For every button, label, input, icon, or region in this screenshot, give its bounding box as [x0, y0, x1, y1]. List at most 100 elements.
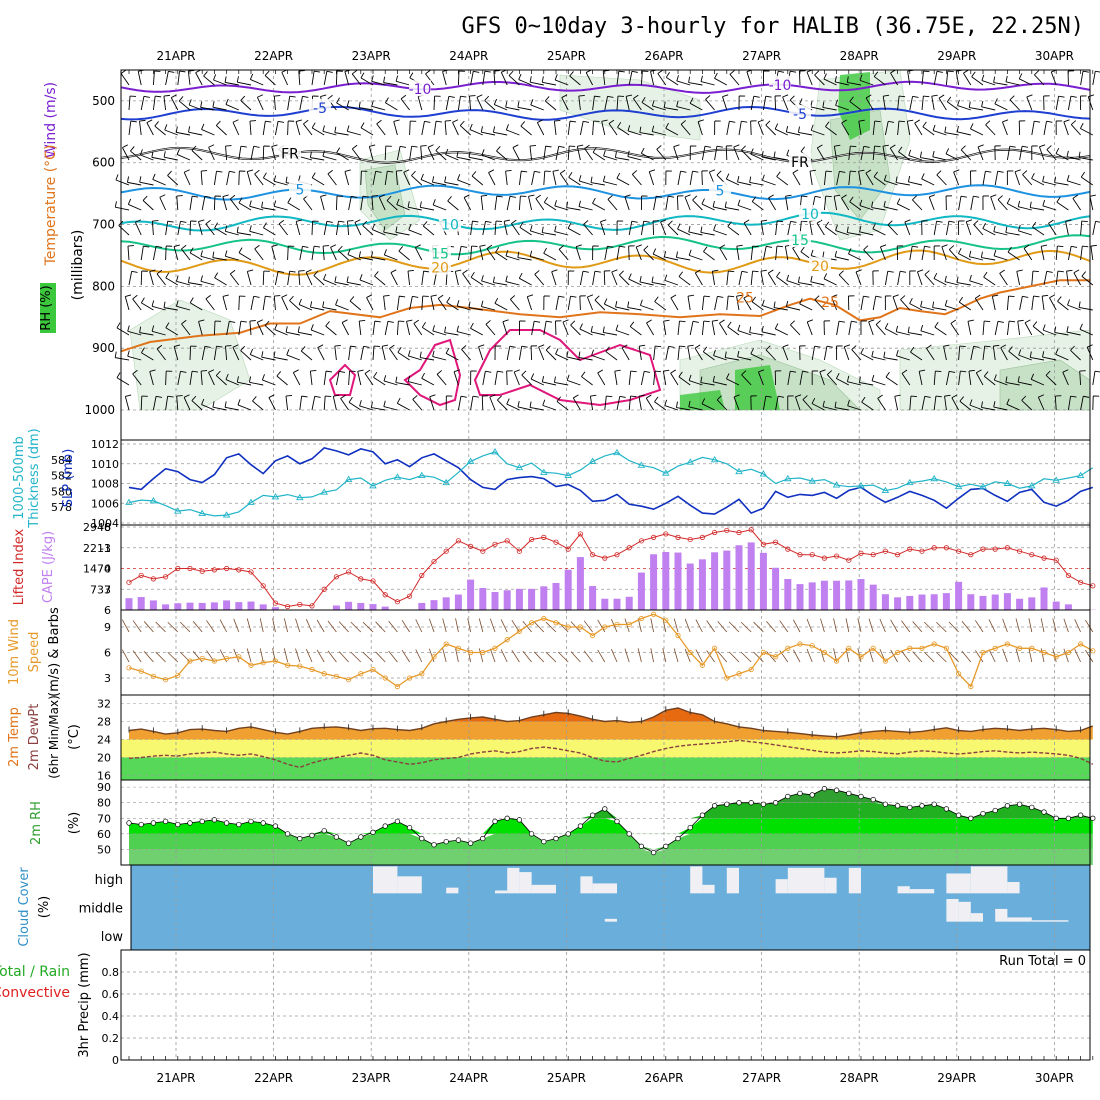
- wind-barb: [505, 255, 520, 261]
- wind-barb: [701, 146, 706, 161]
- wind-barb-flag: [973, 345, 980, 348]
- wind-barb: [592, 121, 595, 136]
- wind-barb: [750, 96, 755, 111]
- wind-barb-flag: [860, 347, 864, 354]
- wind-barb-flag: [838, 270, 844, 276]
- wind-barb: [341, 322, 349, 336]
- wind-barb-flag: [1066, 269, 1073, 272]
- wind10-barb: [1040, 648, 1045, 663]
- wind-barb: [420, 179, 435, 186]
- wind-barb-flag: [896, 349, 899, 356]
- wind-barb: [798, 70, 801, 86]
- wind-barb-flag: [757, 119, 764, 123]
- wind-barb: [605, 351, 618, 361]
- wind-barb: [994, 171, 999, 186]
- wind-barb-flag: [127, 198, 132, 205]
- wind-barb: [697, 121, 703, 136]
- wind-barb: [628, 371, 632, 386]
- wind-barb-flag: [1005, 75, 1008, 82]
- wind-barb-flag: [168, 70, 175, 73]
- cape-bar: [918, 594, 926, 610]
- wind-barb-flag: [261, 201, 264, 208]
- wind10-point: [1078, 641, 1084, 647]
- wind-barb: [518, 196, 521, 211]
- wind-barb: [1008, 350, 1020, 361]
- wind-barb-flag: [578, 175, 582, 182]
- rh-point: [455, 837, 462, 843]
- wind10-point: [284, 662, 291, 668]
- wind-barb-flag: [865, 169, 872, 174]
- wind-barb-flag: [786, 274, 790, 281]
- wind-barb: [481, 131, 496, 136]
- pressure-tick-label: 1000: [84, 403, 115, 417]
- wind-barb-flag: [714, 72, 718, 79]
- wind-barb: [1055, 353, 1069, 361]
- li-point: [480, 548, 486, 554]
- wind-barb-flag: [712, 319, 719, 322]
- wind10-point: [163, 677, 169, 683]
- wind-barb-flag: [127, 325, 130, 332]
- wind-barb: [264, 75, 276, 86]
- precip-tick-label: 0: [112, 1054, 119, 1067]
- wind-barb-flag: [521, 370, 527, 376]
- wind10-barb: [500, 649, 508, 663]
- li-point: [992, 546, 998, 552]
- wind-barb: [1014, 171, 1021, 186]
- rh-point: [675, 835, 681, 842]
- wind-barb: [493, 282, 508, 286]
- wind-barb-flag: [519, 222, 524, 228]
- wind-barb: [585, 72, 593, 86]
- wind-barb: [432, 181, 447, 186]
- wind-barb: [1048, 223, 1057, 236]
- wind10-point: [968, 683, 974, 690]
- wind-barb: [999, 273, 1008, 286]
- cape-bar: [418, 602, 426, 610]
- wind-barb-flag: [261, 374, 265, 381]
- wind-barb: [323, 71, 328, 86]
- wind-barb: [476, 97, 484, 111]
- wind-barb: [933, 371, 936, 386]
- wind10-barb: [522, 650, 532, 663]
- wind-barb: [271, 246, 276, 261]
- wind-barb-flag: [630, 370, 637, 373]
- wind-barb: [494, 371, 498, 386]
- wind-barb: [607, 199, 618, 211]
- wind-barb: [151, 330, 166, 336]
- rh-point: [1077, 812, 1084, 818]
- wind-barb-flag: [262, 172, 267, 179]
- wind-barb: [201, 346, 206, 361]
- wind-barb-flag: [887, 220, 893, 226]
- wind-barb: [945, 71, 949, 86]
- wind10-barb: [375, 621, 386, 633]
- wind-barb: [254, 248, 264, 261]
- wind-barb: [346, 281, 361, 286]
- date-label-top: 27APR: [742, 49, 781, 63]
- wind-barb-flag: [1073, 269, 1080, 274]
- wind-barb-flag: [347, 248, 351, 255]
- wind-barb-flag: [264, 70, 270, 76]
- wind-barb: [994, 379, 1008, 386]
- cape-bar: [625, 596, 633, 610]
- cape-bar: [637, 572, 645, 610]
- wind-barb: [834, 407, 849, 411]
- cloud-high-block: [495, 890, 508, 894]
- wind-barb: [432, 356, 447, 361]
- wind-barb-flag: [386, 195, 392, 201]
- wind-barb: [496, 150, 508, 161]
- wind10-barb: [442, 618, 447, 633]
- wind-barb: [195, 72, 203, 86]
- wind-barb: [531, 171, 535, 186]
- wind-barb-flag: [302, 245, 309, 248]
- wind-barb-flag: [1007, 246, 1012, 253]
- wind10-barb: [327, 650, 337, 663]
- wind-barb-flag: [344, 169, 351, 172]
- wind-barb: [858, 171, 862, 186]
- wind-barb-flag: [907, 119, 914, 122]
- cape-bar: [991, 594, 999, 610]
- wind-barb-flag: [214, 222, 219, 229]
- wind-barb-flag: [587, 294, 594, 298]
- pressure-tick-label: 600: [92, 156, 115, 170]
- wind10-barb: [1063, 618, 1069, 633]
- wind-barb: [947, 101, 959, 111]
- wind-barb: [624, 196, 630, 211]
